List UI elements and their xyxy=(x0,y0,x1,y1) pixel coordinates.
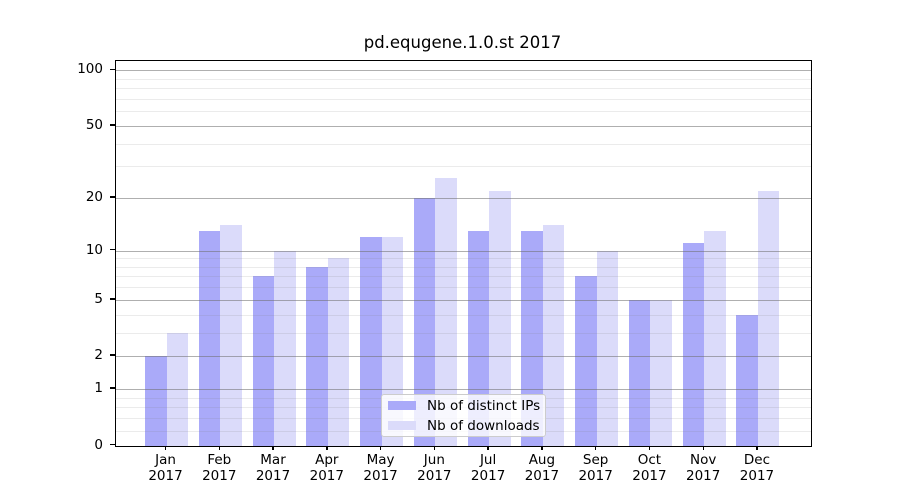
ytick-label-1: 1 xyxy=(94,380,103,397)
xtick-label-aug: Aug 2017 xyxy=(510,452,574,484)
xtick-mark-jun xyxy=(433,445,436,451)
bar-nb-of-downloads-aug xyxy=(542,225,565,446)
xtick-year: 2017 xyxy=(309,468,344,484)
xtick-year: 2017 xyxy=(148,468,183,484)
ytick-label-0: 0 xyxy=(94,436,103,453)
xtick-year: 2017 xyxy=(739,468,775,484)
xtick-label-mar: Mar 2017 xyxy=(241,452,305,484)
ytick-mark-20 xyxy=(109,196,115,198)
ytick-label-5: 5 xyxy=(94,290,103,307)
ytick-label-2: 2 xyxy=(94,347,103,364)
xtick-label-sep: Sep 2017 xyxy=(564,452,628,484)
xtick-label-feb: Feb 2017 xyxy=(187,452,251,484)
bars-layer xyxy=(116,61,811,446)
legend-label-distinct-ips: Nb of distinct IPs xyxy=(427,397,541,414)
bar-nb-of-downloads-may xyxy=(381,236,404,446)
xtick-mark-may xyxy=(379,445,382,451)
bar-nb-of-downloads-mar xyxy=(274,250,296,446)
legend-item-downloads: Nb of downloads xyxy=(382,417,545,435)
xtick-mark-mar xyxy=(272,445,274,451)
xtick-year: 2017 xyxy=(578,468,613,484)
bar-nb-of-downloads-jan xyxy=(166,332,188,446)
xtick-mark-nov xyxy=(702,445,704,451)
xtick-month: Mar xyxy=(260,452,286,468)
xtick-year: 2017 xyxy=(686,468,721,484)
xtick-mark-oct xyxy=(648,445,651,451)
xtick-mark-dec xyxy=(756,445,758,451)
ytick-mark-5 xyxy=(109,298,115,300)
xtick-mark-jul xyxy=(487,445,489,451)
chart-title: pd.equgene.1.0.st 2017 xyxy=(363,33,562,52)
bar-nb-of-distinct-ips-feb xyxy=(198,230,221,446)
ytick-label-50: 50 xyxy=(85,116,103,133)
xtick-label-oct: Oct 2017 xyxy=(617,452,681,484)
xtick-label-apr: Apr 2017 xyxy=(295,452,359,484)
bar-nb-of-distinct-ips-apr xyxy=(306,266,328,446)
xtick-label-may: May 2017 xyxy=(349,452,413,484)
xtick-label-jun: Jun 2017 xyxy=(402,452,466,484)
xtick-month: Jun xyxy=(423,452,445,468)
xtick-label-dec: Dec 2017 xyxy=(725,452,789,484)
ytick-mark-50 xyxy=(109,124,115,126)
legend-label-downloads: Nb of downloads xyxy=(427,417,540,434)
ytick-mark-0 xyxy=(109,443,115,446)
legend: Nb of distinct IPs Nb of downloads xyxy=(381,394,546,437)
xtick-year: 2017 xyxy=(255,468,291,484)
xtick-month: Apr xyxy=(315,452,339,468)
bar-nb-of-downloads-jun xyxy=(435,177,457,446)
xtick-month: May xyxy=(366,452,395,468)
bar-nb-of-distinct-ips-nov xyxy=(682,243,705,446)
ytick-label-10: 10 xyxy=(85,241,103,258)
xtick-year: 2017 xyxy=(363,468,398,484)
xtick-month: Feb xyxy=(207,452,232,468)
bar-nb-of-distinct-ips-oct xyxy=(628,299,651,446)
ytick-label-100: 100 xyxy=(77,61,103,78)
xtick-year: 2017 xyxy=(202,468,237,484)
bar-nb-of-downloads-jul xyxy=(489,190,511,446)
bar-nb-of-distinct-ips-aug xyxy=(521,230,543,446)
bar-nb-of-distinct-ips-may xyxy=(360,236,382,446)
legend-item-distinct-ips: Nb of distinct IPs xyxy=(382,397,545,415)
xtick-mark-aug xyxy=(541,445,543,451)
bar-nb-of-distinct-ips-jul xyxy=(467,230,490,446)
bar-nb-of-downloads-feb xyxy=(220,225,242,446)
bar-nb-of-distinct-ips-mar xyxy=(252,276,275,446)
xtick-month: Oct xyxy=(637,452,662,468)
ytick-mark-1 xyxy=(109,387,115,389)
xtick-label-jul: Jul 2017 xyxy=(456,452,520,484)
plot-area: Nb of distinct IPs Nb of downloads xyxy=(115,60,812,447)
xtick-month: Dec xyxy=(743,452,771,468)
ytick-mark-100 xyxy=(109,68,115,70)
legend-swatch-downloads xyxy=(388,420,416,431)
ytick-label-20: 20 xyxy=(85,188,103,205)
bar-nb-of-distinct-ips-dec xyxy=(736,314,758,446)
xtick-year: 2017 xyxy=(632,468,667,484)
xtick-mark-jan xyxy=(164,445,167,451)
bar-nb-of-downloads-nov xyxy=(704,230,726,446)
bar-nb-of-distinct-ips-jan xyxy=(145,356,167,446)
xtick-month: Sep xyxy=(582,452,609,468)
legend-swatch-distinct-ips xyxy=(388,400,416,411)
xtick-month: Nov xyxy=(690,452,717,468)
xtick-label-nov: Nov 2017 xyxy=(671,452,735,484)
xtick-month: Jan xyxy=(155,452,176,468)
bar-nb-of-distinct-ips-jun xyxy=(413,197,436,446)
bar-nb-of-downloads-oct xyxy=(650,299,672,446)
bar-nb-of-downloads-sep xyxy=(596,250,619,446)
xtick-mark-apr xyxy=(326,445,328,451)
xtick-mark-feb xyxy=(218,445,220,451)
ytick-mark-2 xyxy=(109,354,115,356)
xtick-year: 2017 xyxy=(524,468,560,484)
xtick-month: Aug xyxy=(528,452,556,468)
xtick-year: 2017 xyxy=(470,468,506,484)
bar-nb-of-downloads-dec xyxy=(757,190,780,446)
bar-nb-of-downloads-apr xyxy=(327,258,350,446)
xtick-mark-sep xyxy=(594,445,597,451)
xtick-year: 2017 xyxy=(417,468,452,484)
bar-nb-of-distinct-ips-sep xyxy=(575,276,597,446)
ytick-mark-10 xyxy=(109,248,115,251)
xtick-label-jan: Jan 2017 xyxy=(134,452,198,484)
xtick-month: Jul xyxy=(479,452,497,468)
